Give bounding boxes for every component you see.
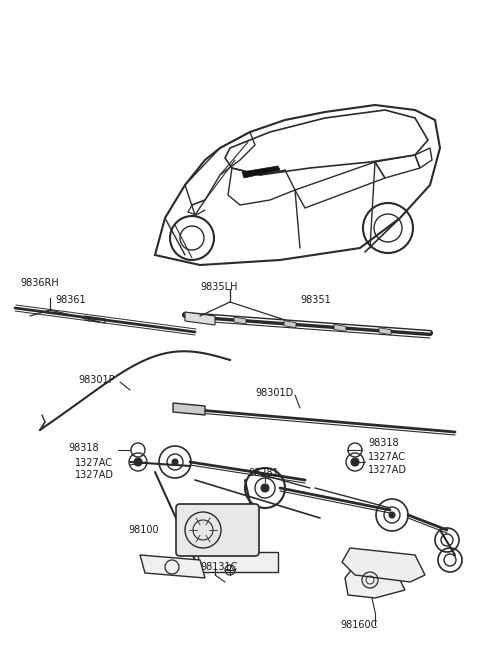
Text: 9836RH: 9836RH: [20, 278, 59, 288]
Text: 98318: 98318: [368, 438, 398, 448]
Text: 98100: 98100: [128, 525, 158, 535]
Circle shape: [172, 459, 178, 465]
Circle shape: [134, 458, 142, 466]
Text: 98160C: 98160C: [340, 620, 377, 630]
Text: 98301D: 98301D: [255, 388, 293, 398]
Circle shape: [351, 458, 359, 466]
Text: 98318: 98318: [68, 443, 98, 453]
Text: 98351: 98351: [300, 295, 331, 305]
Text: 9835LH: 9835LH: [200, 282, 238, 292]
Polygon shape: [379, 328, 391, 335]
Polygon shape: [185, 312, 215, 325]
Text: 98361: 98361: [55, 295, 85, 305]
Polygon shape: [173, 403, 205, 415]
Circle shape: [389, 512, 395, 518]
Polygon shape: [342, 548, 425, 582]
Text: 1327AD: 1327AD: [75, 470, 114, 480]
Text: 98131C: 98131C: [200, 562, 238, 572]
Polygon shape: [234, 317, 246, 324]
Text: 1327AD: 1327AD: [368, 465, 407, 475]
Circle shape: [261, 484, 269, 492]
FancyBboxPatch shape: [176, 504, 259, 556]
Polygon shape: [345, 565, 405, 598]
Text: 1327AC: 1327AC: [75, 458, 113, 468]
Polygon shape: [284, 321, 296, 328]
Polygon shape: [334, 324, 346, 331]
FancyBboxPatch shape: [198, 552, 278, 572]
Text: 98281: 98281: [248, 468, 279, 478]
Text: 1327AC: 1327AC: [368, 452, 406, 462]
Text: 98301P: 98301P: [78, 375, 115, 385]
Polygon shape: [242, 166, 280, 178]
Polygon shape: [140, 555, 205, 578]
